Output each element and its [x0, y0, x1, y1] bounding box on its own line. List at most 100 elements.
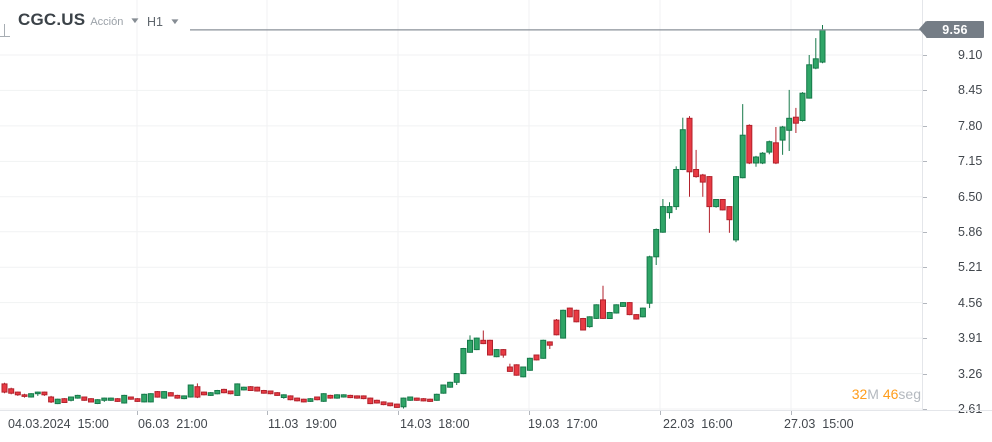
price-axis-label: 5.86: [958, 224, 983, 239]
candle: [686, 116, 693, 197]
candle: [433, 393, 440, 401]
candle: [487, 339, 493, 356]
candle: [8, 387, 15, 395]
candle: [254, 386, 261, 392]
candle: [580, 317, 587, 331]
price-axis-label: 9.10: [958, 47, 983, 62]
candle: [287, 395, 294, 401]
candlestick-chart-canvas[interactable]: [0, 0, 922, 410]
candle: [560, 309, 567, 339]
candle: [467, 335, 473, 353]
candle: [726, 206, 733, 233]
time-axis-label: 19.03 17:00: [528, 417, 598, 431]
candle: [300, 398, 307, 403]
candle: [493, 349, 500, 358]
candle: [533, 354, 540, 361]
candle: [792, 107, 799, 133]
candle: [646, 255, 653, 309]
candle: [334, 394, 340, 399]
candle: [107, 397, 114, 401]
price-axis-label: 5.21: [958, 260, 983, 275]
candle: [21, 393, 28, 398]
candle: [174, 394, 181, 399]
candle: [500, 349, 507, 358]
candle: [786, 89, 793, 151]
candle: [240, 386, 247, 391]
candle: [41, 391, 48, 396]
candle: [134, 398, 141, 402]
candle: [746, 124, 753, 165]
chart-header: CGC.US Acción ▼ H1 ▼: [0, 8, 400, 37]
candle: [141, 393, 148, 403]
candle: [639, 307, 646, 318]
candle: [453, 373, 460, 385]
candle: [553, 319, 560, 336]
candle: [347, 394, 354, 399]
candle: [673, 166, 680, 210]
candle: [380, 401, 387, 406]
candle: [413, 397, 420, 401]
candle: [733, 176, 739, 243]
candle: [327, 394, 334, 399]
candle: [61, 398, 68, 404]
timeframe-selector[interactable]: H1 ▼: [147, 13, 181, 31]
candle: [779, 125, 786, 155]
candle: [114, 398, 121, 402]
candle: [427, 398, 434, 402]
time-axis-tick: [660, 411, 661, 415]
price-axis-label: 6.50: [958, 189, 983, 204]
time-axis-label: 14.03 18:00: [400, 417, 470, 431]
time-axis-tick: [398, 411, 399, 415]
price-axis-tick: [923, 90, 927, 91]
price-axis-tick: [923, 303, 927, 304]
candle: [540, 339, 547, 359]
candle: [154, 391, 161, 398]
candle: [420, 398, 427, 402]
candle: [68, 396, 74, 402]
candle: [74, 394, 81, 399]
candle: [234, 383, 241, 396]
price-axis-tick: [923, 338, 927, 339]
price-axis-label: 7.15: [958, 154, 983, 169]
candle: [679, 117, 686, 171]
candle: [94, 399, 101, 405]
candle: [181, 395, 188, 400]
candle: [207, 392, 214, 396]
candle: [267, 390, 274, 395]
candle: [573, 309, 580, 323]
price-axis-label: 8.45: [958, 83, 983, 98]
time-axis-label: 22.03 16:00: [663, 417, 733, 431]
price-axis-tick: [923, 197, 927, 198]
candle: [812, 38, 819, 70]
candle: [506, 363, 513, 372]
candle: [593, 304, 600, 319]
candle: [806, 55, 813, 99]
candlestick-chart[interactable]: [0, 0, 922, 410]
candle: [28, 393, 35, 398]
time-axis[interactable]: 04.03.2024 15:00 06.03 21:00 11.03 19:00 14.03…: [0, 410, 992, 442]
symbol-name: CGC.US: [18, 10, 86, 29]
candle: [699, 173, 706, 197]
symbol-selector[interactable]: CGC.US Acción ▼: [18, 10, 141, 30]
candle: [613, 304, 620, 314]
price-axis-tick: [923, 126, 927, 127]
time-axis-label: 27.03 15:00: [784, 417, 854, 431]
price-axis-tick: [923, 232, 927, 233]
candle: [260, 389, 267, 394]
candle: [659, 199, 666, 233]
time-axis-tick: [529, 411, 530, 415]
candle: [693, 149, 700, 178]
candle: [314, 396, 321, 401]
candle: [606, 311, 613, 319]
candle: [147, 393, 154, 403]
candle: [387, 402, 394, 407]
candle: [440, 384, 447, 394]
candle: [400, 397, 407, 409]
price-axis[interactable]: 9.10 8.45 7.80 7.15 6.50 5.86 5.21 4.56 3.91 3.26…: [922, 0, 992, 416]
price-axis-label: 3.26: [958, 366, 983, 381]
candle: [766, 140, 773, 155]
candle: [819, 25, 826, 64]
candle: [713, 199, 720, 208]
candle: [520, 366, 527, 378]
candle: [34, 391, 41, 396]
